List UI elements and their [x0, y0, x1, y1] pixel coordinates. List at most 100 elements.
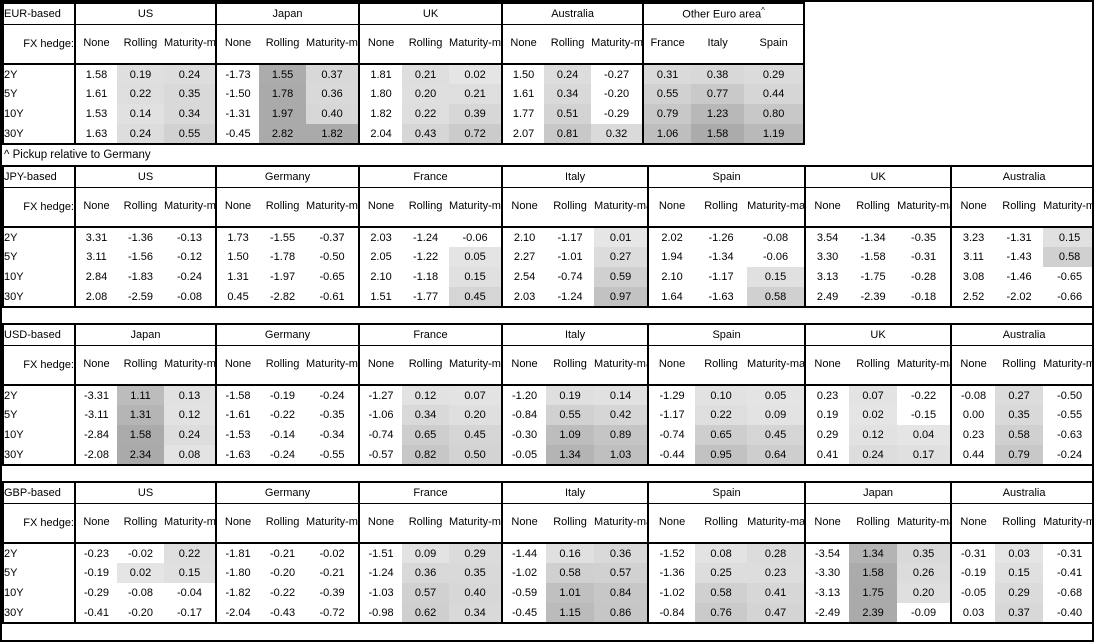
value-cell: 0.12 [164, 405, 217, 425]
value-cell: 2.08 [74, 287, 117, 307]
value-cell: 1.50 [501, 64, 545, 84]
value-cell: 1.75 [849, 583, 898, 603]
value-cell: 2.03 [358, 227, 403, 247]
value-cell: -0.18 [911, 290, 937, 303]
value-cell: -3.54 [804, 543, 850, 563]
country-header-label: Japan [272, 7, 303, 20]
value-cell: -0.34 [319, 429, 345, 441]
value-cell: -1.58 [860, 251, 886, 263]
tenor-label: 2Y [4, 389, 18, 402]
value-cell: 0.34 [164, 104, 217, 124]
hedge-column-header: Maturity-matched [449, 187, 503, 228]
table-row: 30Y 1.63 0.24 0.55 -0.45 2.82 1.82 2.04 0.43 0.72… [3, 124, 805, 144]
value-cell: 0.57 [594, 563, 649, 583]
value-cell: -0.17 [176, 606, 203, 619]
value-cell: 1.11 [117, 385, 164, 405]
value-cell: -0.59 [501, 583, 547, 603]
value-cell: 2.10 [647, 267, 696, 287]
hedge-column-header: None [950, 345, 996, 386]
value-cell: -0.08 [950, 385, 996, 405]
section-label: USD-based [3, 324, 75, 346]
value-cell: 0.82 [402, 445, 450, 465]
value-cell: -0.24 [319, 389, 345, 402]
value-cell: -0.22 [269, 409, 296, 421]
value-cell: -0.66 [1057, 290, 1083, 303]
value-cell: 0.05 [449, 247, 503, 267]
value-cell: 2.27 [501, 247, 547, 267]
country-header: Australia [950, 482, 1092, 504]
value-cell: -0.19 [74, 563, 117, 583]
table-row: 5Y 1.61 0.22 0.35 -1.50 1.78 0.36 1.80 0.20 0.21 1… [3, 84, 805, 104]
value-cell: -1.78 [269, 251, 296, 263]
country-header-label: Australia [1002, 486, 1046, 499]
value-cell: 0.42 [594, 405, 649, 425]
hedge-column-header: Maturity-matched [594, 187, 649, 228]
value-cell: 1.09 [546, 425, 595, 445]
hedge-column-header: None [358, 503, 403, 544]
country-header: US [73, 3, 217, 25]
value-cell: -0.22 [911, 389, 937, 402]
hedge-column-header: Rolling [544, 24, 592, 65]
country-header: US [73, 482, 217, 504]
value-cell: 0.79 [995, 445, 1044, 465]
country-header-label: US [137, 7, 154, 20]
country-header: Spain [647, 324, 806, 346]
value-cell: -1.44 [501, 543, 547, 563]
hedge-column-header: None [74, 24, 117, 65]
value-cell: 0.23 [950, 425, 996, 445]
value-cell: 3.08 [950, 267, 996, 287]
hedge-column-header: Rolling [117, 345, 164, 386]
value-cell: 0.44 [744, 84, 805, 104]
value-cell: 0.03 [950, 603, 996, 623]
value-cell: 0.45 [449, 287, 503, 307]
value-cell: 1.94 [647, 247, 696, 267]
value-cell: -0.14 [269, 429, 296, 441]
value-cell: 0.58 [1043, 247, 1092, 267]
value-cell: 1.80 [358, 84, 403, 104]
gbp-based-table: GBP-based US Germany France Italy Spain Japan A… [2, 481, 1092, 624]
value-cell: 0.24 [544, 64, 592, 84]
value-cell: -0.74 [647, 425, 696, 445]
footnote-marker: ^ [761, 6, 765, 16]
hedge-column-header: None [647, 345, 696, 386]
hedge-column-header: Rolling [117, 187, 164, 228]
value-cell: 0.02 [117, 563, 164, 583]
value-cell: 0.35 [995, 405, 1044, 425]
country-header: Australia [950, 166, 1092, 188]
value-cell: -1.01 [557, 251, 583, 263]
country-header: Italy [501, 166, 649, 188]
hedge-column-header: Rolling [117, 503, 164, 544]
hedge-column-header: Rolling [259, 503, 307, 544]
value-cell: 0.13 [164, 385, 217, 405]
value-cell: 0.22 [402, 104, 450, 124]
value-cell: 1.53 [74, 104, 117, 124]
country-header-label: Australia [551, 7, 594, 20]
value-cell: -1.52 [647, 543, 696, 563]
section-label: JPY-based [3, 166, 75, 188]
hedge-column-header: Rolling [117, 24, 164, 65]
value-cell: -0.68 [1057, 587, 1083, 599]
value-cell: -1.17 [708, 271, 734, 283]
value-cell: -0.05 [950, 583, 996, 603]
hedge-column-header: None [74, 503, 117, 544]
hedge-column-header: Maturity-matched [591, 24, 644, 65]
country-header-label: US [137, 486, 154, 499]
value-cell: -0.84 [501, 405, 547, 425]
country-header: Germany [215, 324, 360, 346]
value-cell: -0.19 [269, 389, 296, 402]
value-cell: -1.58 [215, 385, 260, 405]
value-cell: -0.20 [269, 567, 296, 579]
value-cell: 0.15 [747, 267, 806, 287]
tenor-label: 30Y [4, 127, 24, 140]
value-cell: 0.24 [849, 445, 898, 465]
value-cell: 1.73 [215, 227, 260, 247]
table-row: 10Y -0.29 -0.08 -0.04 -1.82 -0.22 -0.39 -1.03 0.… [3, 583, 1092, 603]
country-header-label: Germany [264, 170, 311, 183]
value-cell: 0.62 [402, 603, 450, 623]
country-header: Japan [73, 324, 217, 346]
value-cell: 0.40 [449, 583, 503, 603]
value-cell: 1.58 [849, 563, 898, 583]
value-cell: -2.84 [74, 425, 117, 445]
value-cell: -0.45 [215, 124, 260, 144]
